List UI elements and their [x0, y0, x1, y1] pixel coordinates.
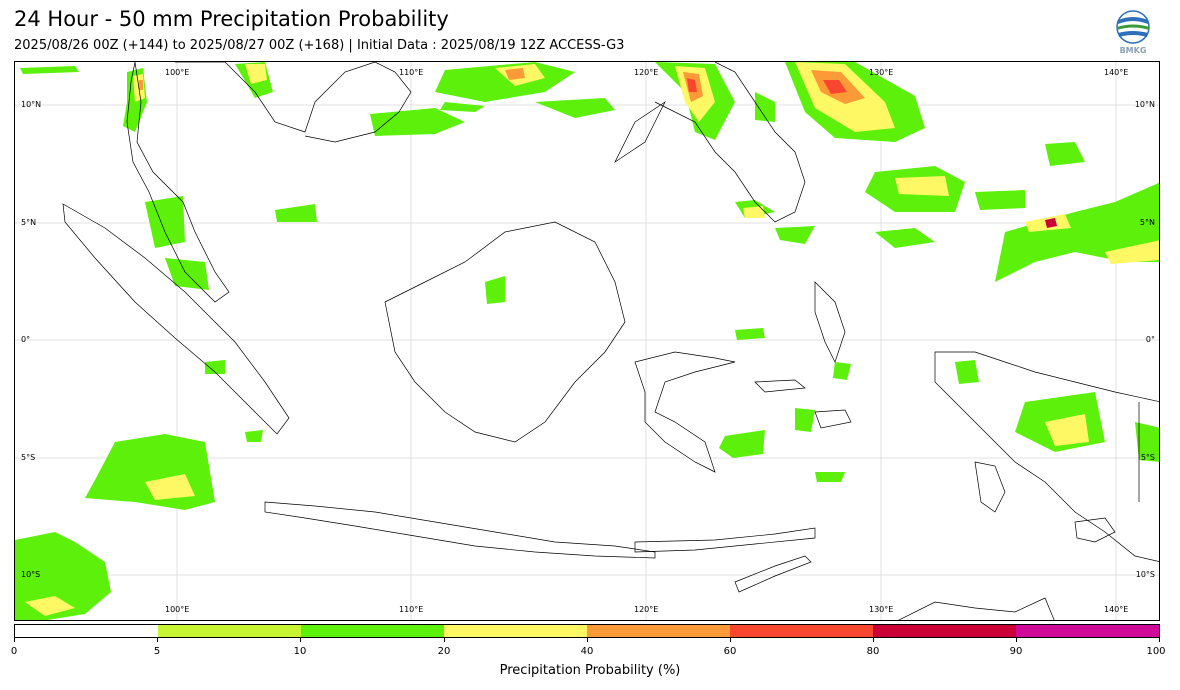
lon-label-top: 130°E: [869, 68, 894, 77]
lat-label-left: 10°N: [21, 100, 42, 109]
lat-label-left: 10°S: [21, 570, 41, 579]
lon-label-top: 140°E: [1104, 68, 1129, 77]
probability-field: [15, 62, 1159, 620]
bmkg-logo: BMKG: [1114, 10, 1154, 56]
colorbar-tick-label: 10: [293, 646, 307, 657]
colorbar-tick-label: 60: [723, 646, 737, 657]
lat-label-right: 10°S: [1135, 570, 1155, 579]
colorbar-tick: [157, 638, 158, 642]
colorbar-tick: [587, 638, 588, 642]
graticule: [15, 62, 1159, 620]
lat-label-right: 10°N: [1134, 100, 1155, 109]
bmkg-logo-icon: BMKG: [1116, 10, 1150, 55]
colorbar-segment: [301, 625, 444, 637]
lat-label-right: 5°S: [1140, 453, 1155, 462]
colorbar-segment: [444, 625, 587, 637]
precipitation-map: 100°E 110°E 120°E 130°E 140°E 100°E 110°…: [14, 61, 1160, 621]
svg-text:BMKG: BMKG: [1120, 46, 1147, 55]
lon-label-top: 100°E: [165, 68, 190, 77]
colorbar-tick: [730, 638, 731, 642]
colorbar-segment: [15, 625, 158, 637]
colorbar-segment: [1016, 625, 1159, 637]
colorbar-tick-label: 100: [1146, 646, 1166, 657]
lat-label-left: 0°: [21, 335, 31, 344]
lon-label-top: 110°E: [399, 68, 424, 77]
colorbar-tick-label: 5: [153, 646, 161, 657]
lat-label-right: 5°N: [1139, 218, 1155, 227]
lat-label-left: 5°S: [21, 453, 36, 462]
page-title: 24 Hour - 50 mm Precipitation Probabilit…: [14, 7, 449, 31]
colorbar-tick: [14, 638, 15, 642]
colorbar-tick-label: 20: [437, 646, 451, 657]
colorbar-segment: [158, 625, 301, 637]
colorbar-segment: [873, 625, 1016, 637]
lat-label-left: 5°N: [21, 218, 37, 227]
colorbar-tick-label: 0: [10, 646, 18, 657]
colorbar-tick-label: 90: [1009, 646, 1023, 657]
colorbar-tick: [300, 638, 301, 642]
coastlines: [62, 62, 1159, 620]
colorbar-tick: [444, 638, 445, 642]
lon-label-bottom: 120°E: [634, 605, 659, 614]
colorbar-tick: [1159, 638, 1160, 642]
lon-label-bottom: 140°E: [1104, 605, 1129, 614]
colorbar-tick-label: 40: [580, 646, 594, 657]
lon-label-top: 120°E: [634, 68, 659, 77]
colorbar-segment: [730, 625, 873, 637]
colorbar-tick: [1016, 638, 1017, 642]
lon-label-bottom: 100°E: [165, 605, 190, 614]
lon-label-bottom: 130°E: [869, 605, 894, 614]
colorbar: [14, 624, 1160, 638]
map-svg: [15, 62, 1159, 620]
colorbar-segment: [587, 625, 730, 637]
lon-label-bottom: 110°E: [399, 605, 424, 614]
colorbar-tick: [873, 638, 874, 642]
lat-label-right: 0°: [1145, 335, 1155, 344]
page-subtitle: 2025/08/26 00Z (+144) to 2025/08/27 00Z …: [14, 38, 625, 53]
colorbar-title: Precipitation Probability (%): [499, 663, 681, 678]
colorbar-tick-label: 80: [866, 646, 880, 657]
